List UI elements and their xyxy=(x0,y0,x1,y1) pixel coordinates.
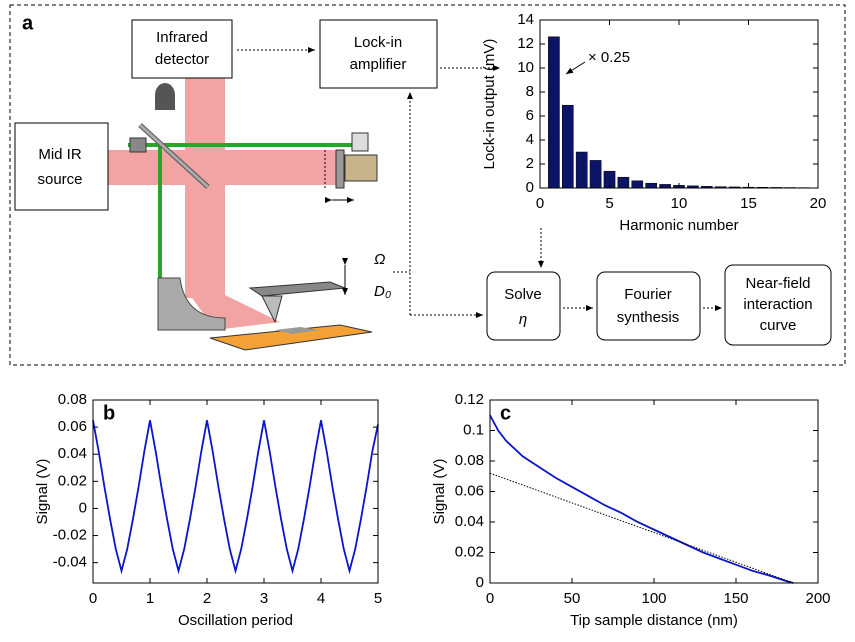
box xyxy=(15,123,108,210)
panel-label: b xyxy=(103,402,115,424)
box-text: Infrared xyxy=(156,29,208,46)
y-tick-label: -0.04 xyxy=(53,554,87,571)
box-text: interaction xyxy=(743,296,812,313)
box-text: Mid IR xyxy=(38,146,82,163)
x-tick-label: 5 xyxy=(374,590,382,607)
y-tick-label: 12 xyxy=(517,35,534,52)
x-axis-label: Harmonic number xyxy=(619,217,738,234)
y-tick-label: 0.06 xyxy=(58,418,87,435)
box-text: Fourier xyxy=(624,286,672,303)
x-tick-label: 0 xyxy=(486,590,494,607)
line xyxy=(93,420,378,570)
y-tick-label: 0.08 xyxy=(455,452,484,469)
panel-label: c xyxy=(500,402,511,424)
y-tick-label: 6 xyxy=(526,107,534,124)
box-text: η xyxy=(519,311,527,328)
y-tick-label: 0 xyxy=(526,179,534,196)
x-tick-label: 10 xyxy=(671,195,688,212)
x-tick-label: 20 xyxy=(810,195,827,212)
y-tick-label: 2 xyxy=(526,155,534,172)
y-tick-label: 4 xyxy=(526,131,534,148)
optics xyxy=(108,78,377,350)
box-text: Solve xyxy=(504,286,542,303)
y-tick-label: 0.04 xyxy=(455,513,484,530)
x-tick-label: 100 xyxy=(641,590,666,607)
y-tick-label: 0.04 xyxy=(58,445,87,462)
bar xyxy=(632,181,643,188)
line xyxy=(490,415,793,583)
x-tick-label: 0 xyxy=(89,590,97,607)
y-tick-label: 0.02 xyxy=(455,543,484,560)
bar xyxy=(590,160,601,188)
x-tick-label: 1 xyxy=(146,590,154,607)
box-text: synthesis xyxy=(617,309,680,326)
bar xyxy=(576,152,587,188)
annotation: × 0.25 xyxy=(588,49,630,66)
y-tick-label: 0 xyxy=(79,499,87,516)
x-tick-label: 50 xyxy=(564,590,581,607)
box xyxy=(487,272,560,340)
box-text: detector xyxy=(155,51,209,68)
box-text: Near-field xyxy=(745,275,810,292)
box-text: curve xyxy=(760,317,797,334)
bar xyxy=(548,37,559,188)
y-axis-label: Signal (V) xyxy=(431,459,448,525)
x-tick-label: 3 xyxy=(260,590,268,607)
y-tick-label: -0.02 xyxy=(53,527,87,544)
y-tick-label: 0.06 xyxy=(455,482,484,499)
box-text: amplifier xyxy=(350,56,407,73)
box xyxy=(597,272,700,340)
y-axis-label: Lock-in output (mV) xyxy=(481,39,498,170)
x-tick-label: 5 xyxy=(605,195,613,212)
y-tick-label: 0.12 xyxy=(455,391,484,408)
y-tick-label: 0.1 xyxy=(463,421,484,438)
box-text: Lock-in xyxy=(354,34,402,51)
x-tick-label: 15 xyxy=(740,195,757,212)
x-axis-label: Oscillation period xyxy=(178,612,293,629)
x-tick-label: 2 xyxy=(203,590,211,607)
x-axis-label: Tip sample distance (nm) xyxy=(570,612,738,629)
symbol: Ω xyxy=(374,251,385,268)
y-tick-label: 0.08 xyxy=(58,391,87,408)
y-tick-label: 8 xyxy=(526,83,534,100)
x-tick-label: 150 xyxy=(723,590,748,607)
box-text: source xyxy=(37,171,82,188)
y-tick-label: 0 xyxy=(476,574,484,591)
bar xyxy=(660,184,671,188)
x-tick-label: 4 xyxy=(317,590,325,607)
y-tick-label: 10 xyxy=(517,59,534,76)
line xyxy=(490,473,793,583)
bar xyxy=(618,177,629,188)
symbol: D₀ xyxy=(374,283,391,300)
bar xyxy=(562,105,573,188)
y-axis-label: Signal (V) xyxy=(34,459,51,525)
x-tick-label: 0 xyxy=(536,195,544,212)
x-tick-label: 200 xyxy=(805,590,830,607)
panel-label: a xyxy=(22,12,34,34)
bar xyxy=(646,183,657,188)
box xyxy=(320,20,437,88)
y-tick-label: 0.02 xyxy=(58,472,87,489)
axes-frame xyxy=(93,400,378,583)
y-tick-label: 14 xyxy=(517,11,534,28)
